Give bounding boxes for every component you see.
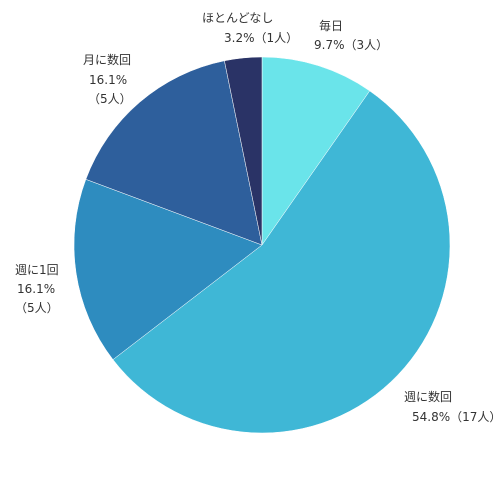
slice-value-rarely: 3.2%（1人）: [224, 31, 298, 45]
pie-slices: [73, 56, 451, 434]
slice-label-several-weekly: 週に数回: [404, 389, 452, 404]
slice-daily: [261, 56, 371, 246]
slice-label-daily: 毎日: [319, 18, 343, 33]
slice-value-several-monthly: 16.1%: [89, 73, 127, 87]
label-tsukini-suukai: 月に数回 16.1% （5人）: [83, 52, 132, 106]
slice-several-monthly: [85, 60, 263, 246]
label-shuuni-ikkai: 週に1回 16.1% （5人）: [15, 263, 59, 315]
slice-value-once-weekly: 16.1%: [17, 282, 55, 296]
slice-value-several-weekly: 54.8%（17人）: [412, 410, 500, 424]
slice-label-several-monthly: 月に数回: [83, 52, 131, 67]
slice-rarely: [224, 56, 263, 246]
slice-several-weekly: [112, 90, 451, 434]
label-hotondo-nashi: ほとんどなし 3.2%（1人）: [202, 11, 298, 45]
slice-value-daily: 9.7%（3人）: [314, 38, 388, 52]
slice-label-rarely: ほとんどなし: [202, 11, 273, 25]
slice-count-several-monthly: （5人）: [88, 92, 132, 106]
slice-once-weekly: [73, 178, 263, 360]
label-shuuni-suukai: 週に数回 54.8%（17人）: [404, 389, 500, 424]
slice-label-once-weekly: 週に1回: [15, 263, 59, 277]
slice-count-once-weekly: （5人）: [15, 301, 59, 315]
label-mainichi: 毎日 9.7%（3人）: [314, 18, 388, 52]
